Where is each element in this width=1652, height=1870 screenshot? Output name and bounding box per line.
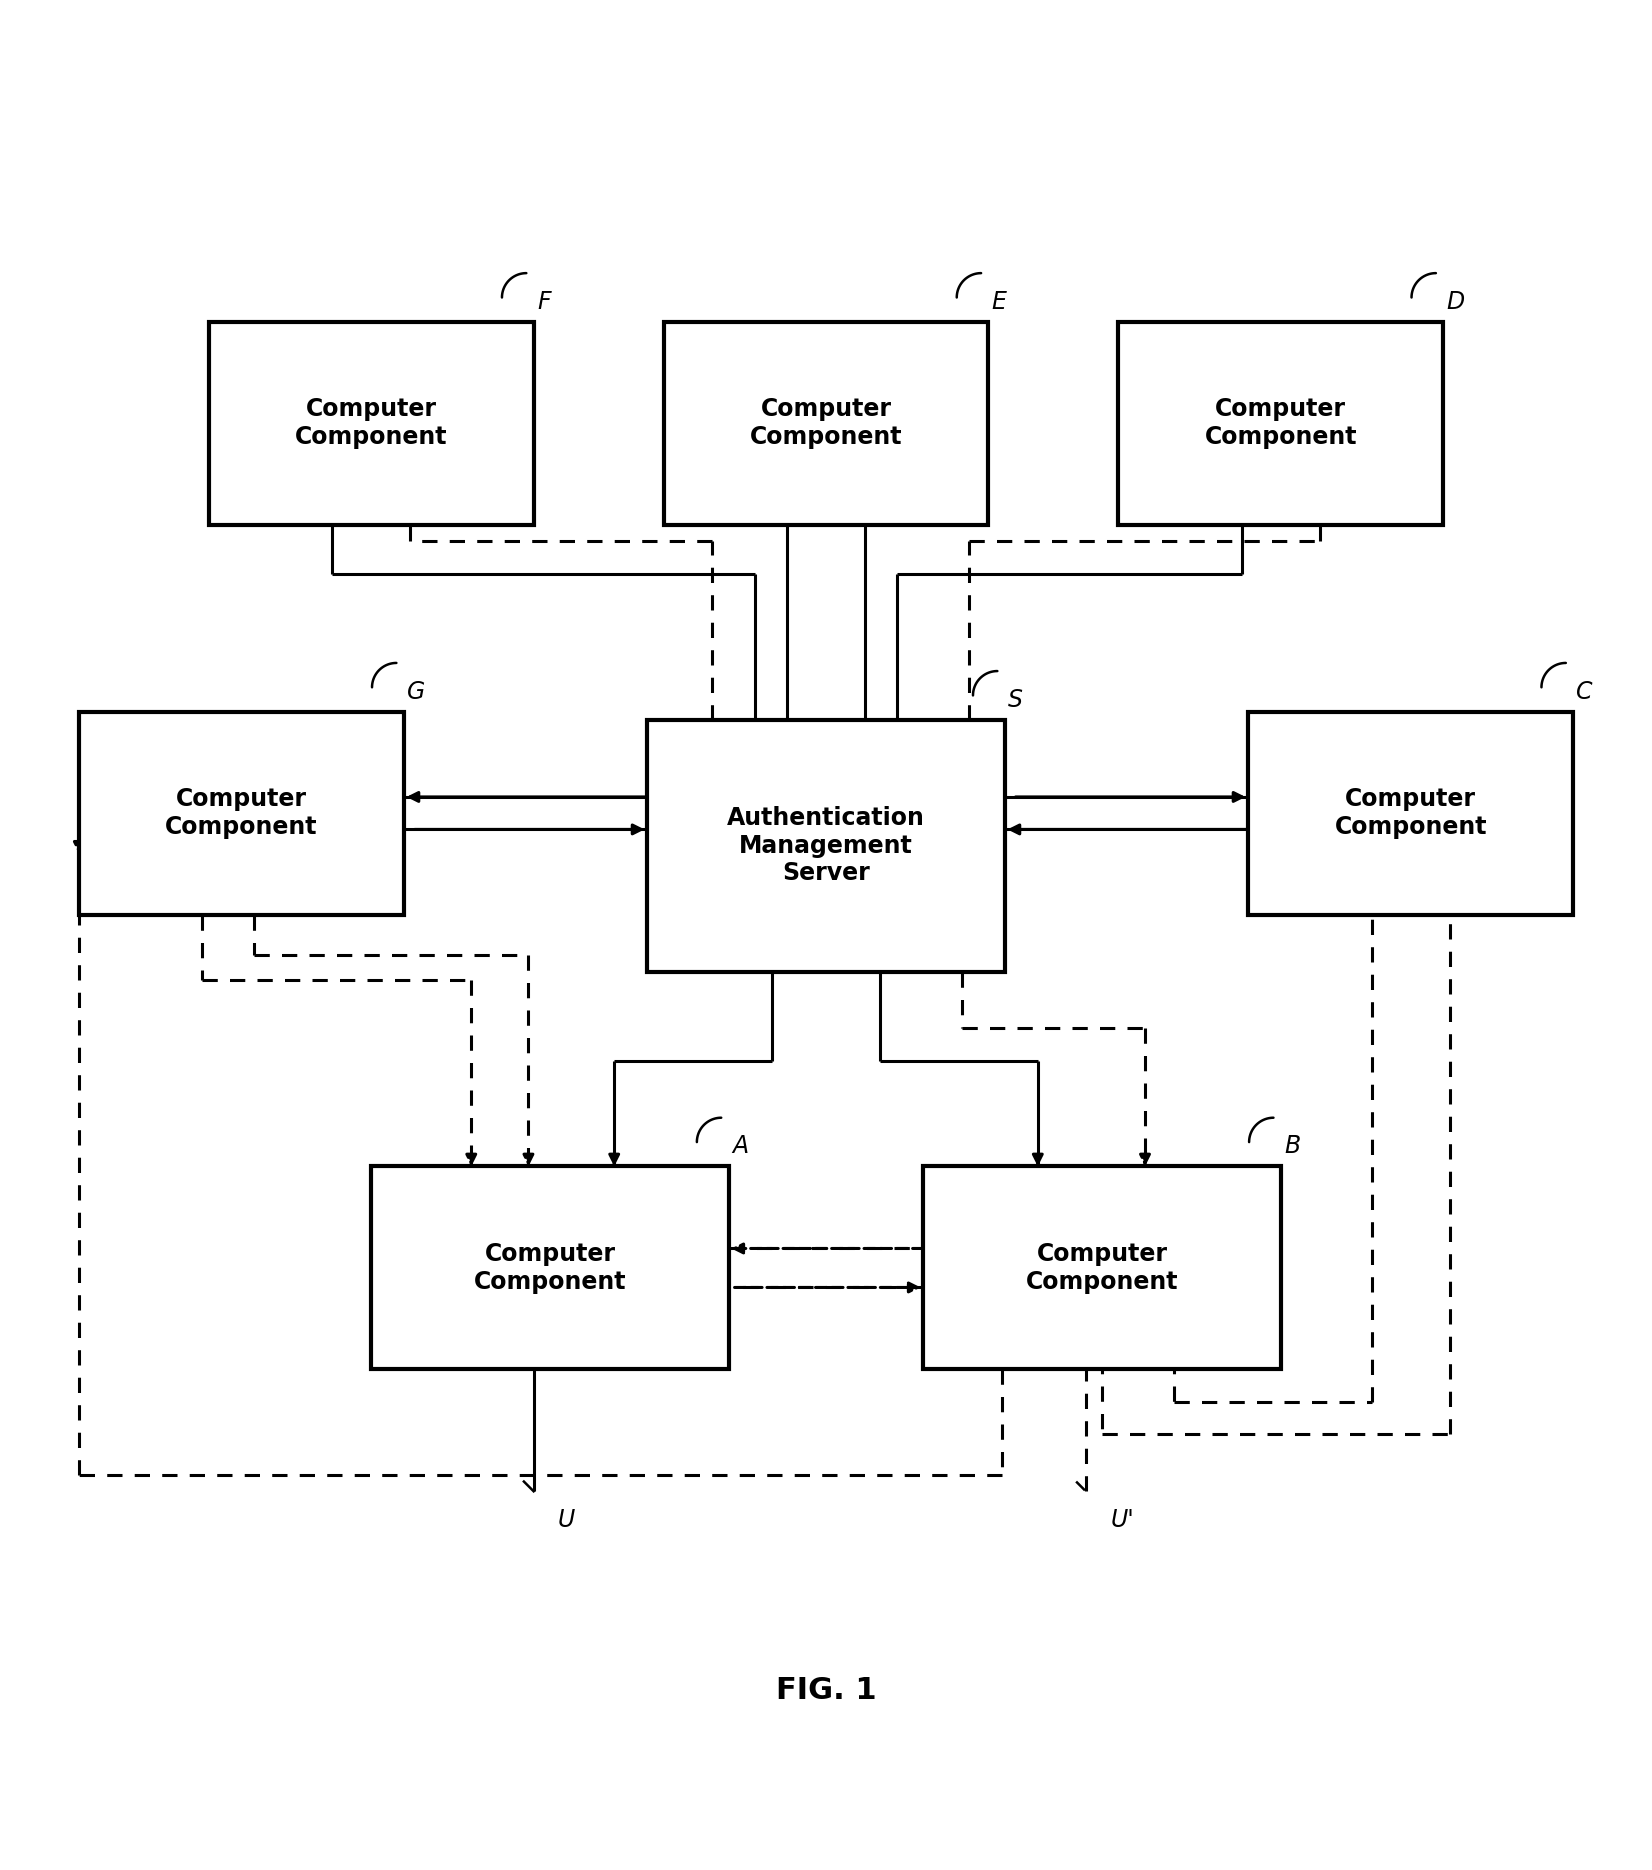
Text: Computer
Component: Computer Component <box>1204 398 1356 449</box>
Text: A: A <box>732 1135 748 1158</box>
Bar <box>1118 322 1444 525</box>
Text: Computer
Component: Computer Component <box>1335 787 1487 840</box>
Bar <box>648 720 1004 972</box>
Text: B: B <box>1284 1135 1300 1158</box>
Bar <box>208 322 534 525</box>
Bar <box>664 322 988 525</box>
Text: U': U' <box>1110 1507 1133 1532</box>
Text: Computer
Component: Computer Component <box>165 787 317 840</box>
Bar <box>1249 712 1573 914</box>
Text: FIG. 1: FIG. 1 <box>776 1676 876 1705</box>
Text: U: U <box>558 1507 575 1532</box>
Bar <box>79 712 403 914</box>
Text: E: E <box>991 290 1006 314</box>
Text: Computer
Component: Computer Component <box>474 1242 626 1294</box>
Text: Computer
Component: Computer Component <box>1026 1242 1178 1294</box>
Text: G: G <box>406 679 425 703</box>
Bar <box>372 1167 729 1369</box>
Text: S: S <box>1008 688 1023 712</box>
Text: F: F <box>537 290 550 314</box>
Text: Computer
Component: Computer Component <box>296 398 448 449</box>
Bar <box>923 1167 1280 1369</box>
Text: Authentication
Management
Server: Authentication Management Server <box>727 806 925 886</box>
Text: C: C <box>1576 679 1593 703</box>
Text: Computer
Component: Computer Component <box>750 398 902 449</box>
Text: D: D <box>1447 290 1465 314</box>
